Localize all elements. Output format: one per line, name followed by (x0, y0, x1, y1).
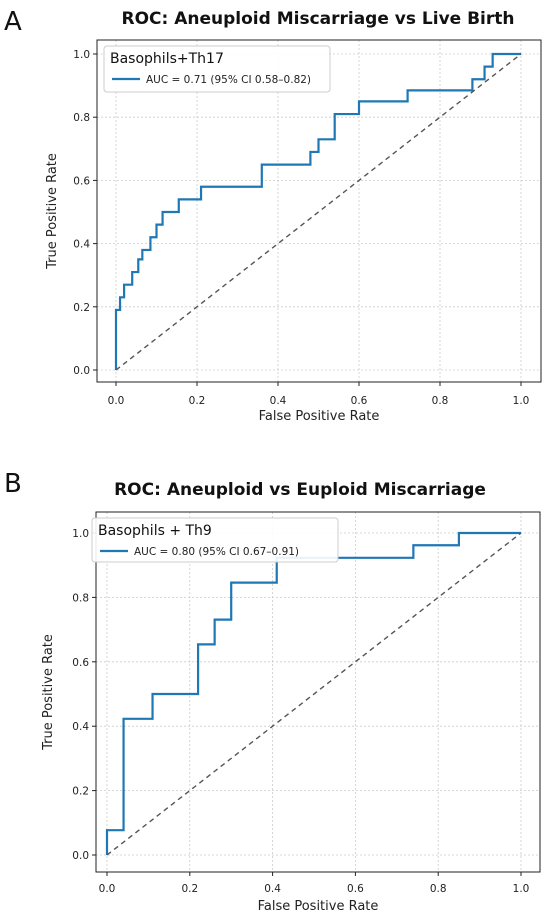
plot-frame (95, 511, 541, 873)
y-axis-label: True Positive Rate (45, 153, 60, 270)
x-tick-label: 0.2 (189, 395, 206, 407)
x-tick-label: 0.8 (432, 395, 449, 407)
x-tick-label: 0.4 (270, 395, 287, 407)
y-axis-label: True Positive Rate (41, 634, 56, 751)
y-tick-label: 0.4 (72, 721, 89, 733)
legend-box (91, 517, 339, 563)
chance-diagonal-line (115, 53, 522, 371)
x-tick-label: 1.0 (513, 883, 530, 895)
panel-letter: B (4, 469, 22, 499)
legend-box (103, 45, 331, 93)
roc-curve-line (105, 531, 521, 855)
roc-curve-line (114, 52, 521, 370)
legend-entry: AUC = 0.80 (95% CI 0.67–0.91) (134, 546, 299, 558)
legend-title: Basophils+Th17 (110, 51, 224, 67)
roc-panel-a: A ROC: Aneuploid Miscarriage vs Live Birt… (0, 0, 550, 440)
plot-frame (96, 39, 542, 383)
y-tick-label: 1.0 (72, 528, 89, 540)
roc-chart-a: A ROC: Aneuploid Miscarriage vs Live Birt… (4, 7, 542, 424)
y-tick-label: 1.0 (73, 49, 90, 61)
x-tick-label: 0.8 (430, 883, 447, 895)
chart-title: ROC: Aneuploid vs Euploid Miscarriage (114, 480, 486, 500)
x-tick-label: 0.2 (181, 883, 198, 895)
x-tick-label: 0.4 (264, 883, 281, 895)
x-tick-label: 0.6 (351, 395, 368, 407)
roc-chart-b: B ROC: Aneuploid vs Euploid Miscarriage 0.… (4, 469, 541, 914)
x-tick-label: 0.0 (108, 395, 125, 407)
x-tick-label: 1.0 (513, 395, 530, 407)
y-tick-label: 0.6 (73, 175, 90, 187)
chance-diagonal-line (106, 532, 522, 856)
panel-letter: A (4, 7, 22, 37)
y-tick-label: 0.6 (72, 657, 89, 669)
y-tick-label: 0.4 (73, 239, 90, 251)
x-tick-label: 0.0 (99, 883, 116, 895)
legend-entry: AUC = 0.71 (95% CI 0.58–0.82) (146, 74, 311, 86)
y-tick-label: 0.0 (73, 365, 90, 377)
y-tick-label: 0.2 (73, 302, 90, 314)
x-tick-label: 0.6 (347, 883, 364, 895)
legend-title: Basophils + Th9 (98, 523, 212, 539)
x-axis-label: False Positive Rate (258, 899, 379, 914)
y-tick-label: 0.8 (73, 112, 90, 124)
y-tick-label: 0.2 (72, 786, 89, 798)
roc-panel-b: B ROC: Aneuploid vs Euploid Miscarriage 0.… (0, 460, 550, 917)
y-tick-label: 0.0 (72, 850, 89, 862)
chart-title: ROC: Aneuploid Miscarriage vs Live Birth (121, 9, 514, 29)
x-axis-label: False Positive Rate (259, 409, 380, 424)
y-tick-label: 0.8 (72, 592, 89, 604)
